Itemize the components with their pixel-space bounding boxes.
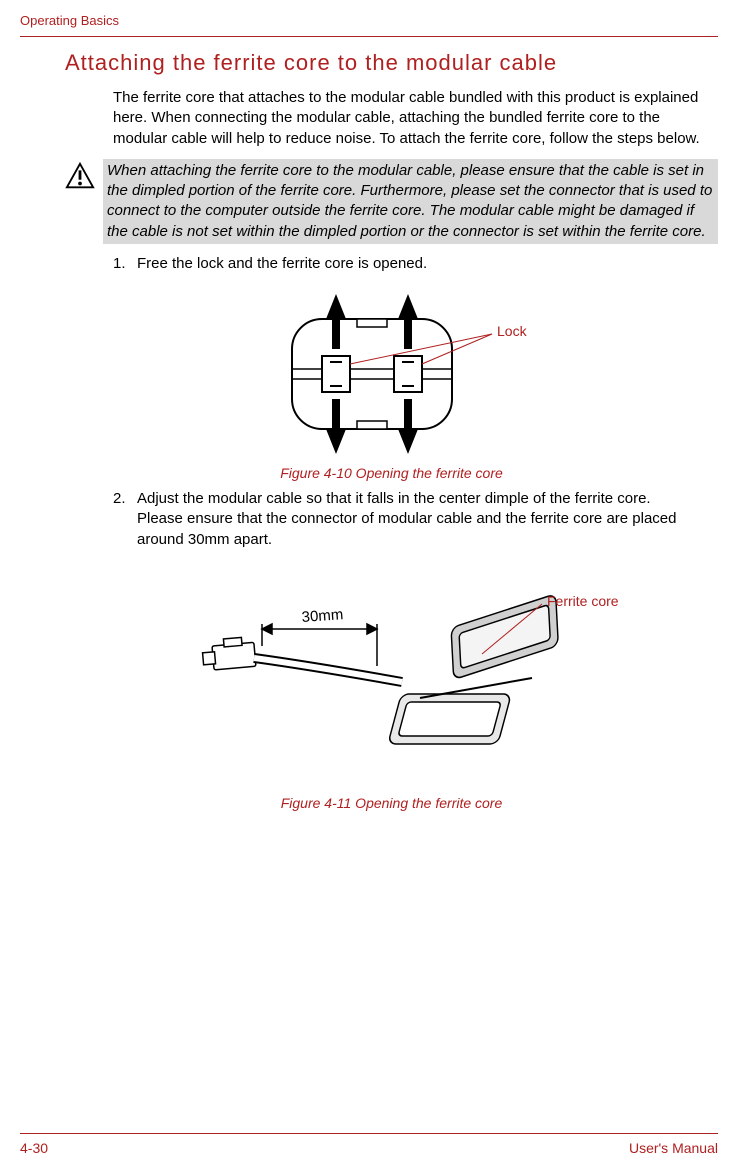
warning-text: When attaching the ferrite core to the m… (103, 159, 718, 244)
figure-2-svg: 30mm Ferrite core (152, 574, 632, 784)
figure-1-svg: Lock (182, 284, 602, 454)
step-1-num: 1. (113, 254, 137, 274)
header-section: Operating Basics (20, 13, 119, 28)
figure-2-distance-label: 30mm (301, 606, 344, 626)
step-2-text-a: Adjust the modular cable so that it fall… (137, 490, 651, 507)
figure-1-caption: Figure 4-10 Opening the ferrite core (65, 465, 718, 481)
figure-1: Lock Figure 4-10 Opening the ferrite cor… (65, 284, 718, 481)
figure-2-caption: Figure 4-11 Opening the ferrite core (65, 795, 718, 811)
warning-icon (65, 161, 95, 196)
step-1-text: Free the lock and the ferrite core is op… (137, 254, 718, 274)
page-number: 4-30 (20, 1140, 48, 1156)
step-1: 1. Free the lock and the ferrite core is… (113, 254, 718, 274)
figure-2-ferrite-label: Ferrite core (547, 593, 619, 609)
warning-row: When attaching the ferrite core to the m… (65, 159, 718, 244)
doc-title: User's Manual (629, 1140, 718, 1156)
step-2-num: 2. (113, 489, 137, 550)
page-header: Operating Basics (20, 12, 718, 37)
step-2-text-b: Please ensure that the connector of modu… (137, 510, 677, 547)
page-content: Attaching the ferrite core to the modula… (65, 50, 718, 819)
figure-2: 30mm Ferrite core Figure 4-11 Open (65, 574, 718, 811)
intro-paragraph: The ferrite core that attaches to the mo… (113, 88, 718, 149)
page-footer: 4-30 User's Manual (20, 1133, 718, 1156)
step-2-text: Adjust the modular cable so that it fall… (137, 489, 718, 550)
section-title: Attaching the ferrite core to the modula… (65, 50, 718, 76)
figure-1-lock-label: Lock (497, 323, 528, 339)
step-2: 2. Adjust the modular cable so that it f… (113, 489, 718, 550)
